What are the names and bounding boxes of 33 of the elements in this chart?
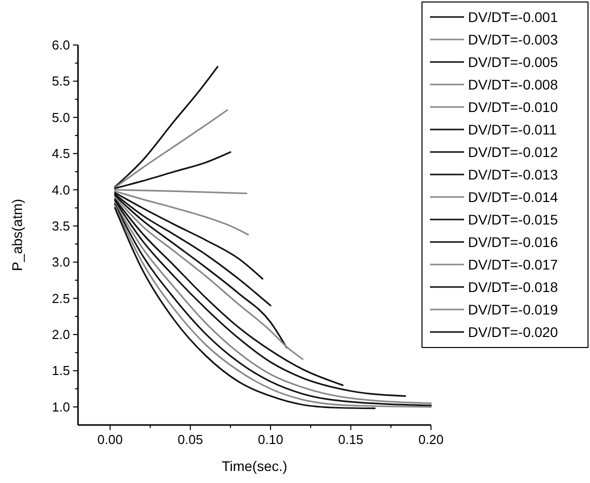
y-tick-label: 6.0 xyxy=(52,38,70,52)
y-axis-title: P_abs(atm) xyxy=(9,198,25,272)
y-tick-label: 5.0 xyxy=(52,110,70,125)
legend-label: DV/DT=-0.016 xyxy=(468,234,558,250)
y-tick-label: 3.5 xyxy=(52,218,70,234)
legend-label: DV/DT=-0.010 xyxy=(468,99,558,115)
legend-label: DV/DT=-0.020 xyxy=(468,324,558,340)
x-tick-label: 0.20 xyxy=(418,432,444,447)
y-tick-label: 1.5 xyxy=(52,363,70,378)
y-tick-label: 2.5 xyxy=(52,290,70,306)
x-tick-label: 0.05 xyxy=(178,432,203,447)
legend-label: DV/DT=-0.005 xyxy=(468,54,558,70)
x-tick-label: 0.15 xyxy=(338,432,364,447)
legend-label: DV/DT=-0.015 xyxy=(468,212,558,228)
legend-label: DV/DT=-0.012 xyxy=(468,144,558,160)
y-tick-label: 1.0 xyxy=(52,399,70,414)
legend-label: DV/DT=-0.013 xyxy=(468,166,558,182)
legend-label: DV/DT=-0.018 xyxy=(468,279,558,295)
y-tick-label: 5.5 xyxy=(52,74,70,89)
y-tick-label: 3.0 xyxy=(52,254,70,270)
y-tick-label: 4.5 xyxy=(52,146,70,162)
legend-label: DV/DT=-0.001 xyxy=(468,9,558,25)
legend-label: DV/DT=-0.014 xyxy=(468,189,558,205)
y-tick-label: 4.0 xyxy=(52,182,70,198)
x-tick-label: 0.00 xyxy=(97,432,123,447)
legend-label: DV/DT=-0.011 xyxy=(468,122,558,138)
x-axis-title: Time(sec.) xyxy=(222,458,288,474)
legend-label: DV/DT=-0.017 xyxy=(468,256,558,272)
legend-label: DV/DT=-0.008 xyxy=(468,76,558,92)
legend-label: DV/DT=-0.019 xyxy=(468,302,558,318)
y-tick-label: 2.0 xyxy=(52,327,70,342)
x-tick-label: 0.10 xyxy=(258,432,284,447)
legend-label: DV/DT=-0.003 xyxy=(468,32,558,48)
